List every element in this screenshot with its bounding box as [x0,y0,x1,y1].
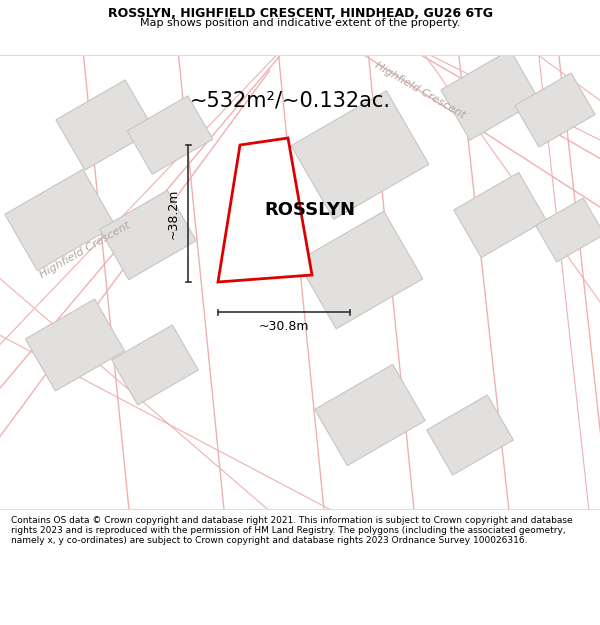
Text: ROSSLYN, HIGHFIELD CRESCENT, HINDHEAD, GU26 6TG: ROSSLYN, HIGHFIELD CRESCENT, HINDHEAD, G… [107,7,493,20]
Polygon shape [56,80,154,170]
Text: ROSSLYN: ROSSLYN [265,201,355,219]
Text: ~38.2m: ~38.2m [167,188,180,239]
Polygon shape [112,325,199,405]
Text: ~532m²/~0.132ac.: ~532m²/~0.132ac. [190,90,391,110]
Text: Highfield Crescent: Highfield Crescent [38,220,132,280]
Text: Contains OS data © Crown copyright and database right 2021. This information is : Contains OS data © Crown copyright and d… [11,516,572,546]
Polygon shape [291,91,429,219]
Polygon shape [127,96,213,174]
Polygon shape [100,191,196,279]
Polygon shape [218,138,312,282]
Polygon shape [297,211,423,329]
Text: Map shows position and indicative extent of the property.: Map shows position and indicative extent… [140,18,460,28]
Text: Highfield Crescent: Highfield Crescent [373,60,467,120]
Polygon shape [25,299,125,391]
Polygon shape [441,50,539,140]
Polygon shape [5,169,115,271]
Polygon shape [536,198,600,262]
Polygon shape [315,364,425,466]
Polygon shape [454,173,546,258]
Text: ~30.8m: ~30.8m [259,320,309,333]
Polygon shape [515,73,595,147]
Polygon shape [427,395,514,475]
